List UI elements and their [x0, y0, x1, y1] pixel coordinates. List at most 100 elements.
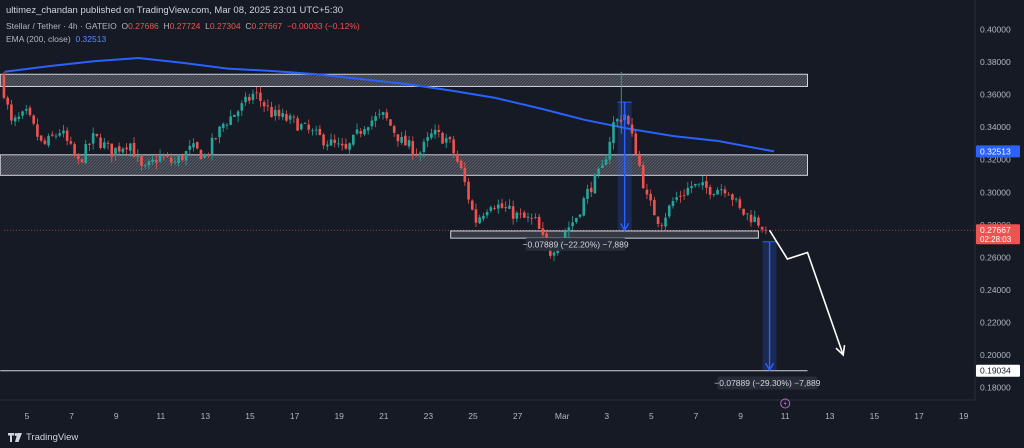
- candle-body[interactable]: [682, 195, 686, 197]
- candle-body[interactable]: [389, 119, 392, 126]
- candle-body[interactable]: [660, 224, 664, 226]
- candle-body[interactable]: [47, 135, 50, 146]
- candle-body[interactable]: [281, 113, 285, 117]
- candle-body[interactable]: [549, 246, 552, 256]
- candle-body[interactable]: [95, 133, 99, 136]
- candle-body[interactable]: [738, 199, 742, 208]
- candle-body[interactable]: [344, 143, 348, 149]
- candle-body[interactable]: [348, 143, 351, 150]
- candle-body[interactable]: [597, 168, 600, 175]
- candle-body[interactable]: [106, 143, 110, 144]
- candle-body[interactable]: [500, 203, 504, 208]
- candle-body[interactable]: [158, 155, 162, 162]
- candle-body[interactable]: [511, 206, 515, 219]
- candle-body[interactable]: [259, 92, 262, 101]
- candle-body[interactable]: [292, 116, 296, 118]
- candle-body[interactable]: [62, 130, 65, 134]
- legend-ema-label[interactable]: EMA (200, close): [6, 34, 71, 44]
- candle-body[interactable]: [225, 124, 229, 126]
- price-badge-target[interactable]: [976, 364, 1020, 377]
- candle-body[interactable]: [311, 130, 314, 132]
- tradingview-logo[interactable]: TradingView: [8, 432, 78, 443]
- candle-body[interactable]: [708, 187, 712, 195]
- candle-body[interactable]: [136, 155, 140, 157]
- candle-body[interactable]: [474, 209, 478, 223]
- candle-body[interactable]: [140, 155, 143, 166]
- candle-body[interactable]: [522, 212, 526, 218]
- candle-body[interactable]: [229, 116, 232, 125]
- candle-body[interactable]: [675, 197, 678, 200]
- candle-body[interactable]: [69, 141, 73, 144]
- candle-body[interactable]: [716, 189, 719, 195]
- candle-body[interactable]: [757, 217, 760, 226]
- candle-body[interactable]: [567, 227, 571, 232]
- candle-body[interactable]: [641, 165, 645, 189]
- ema-200-line[interactable]: [4, 56, 775, 153]
- candle-body[interactable]: [99, 137, 102, 148]
- candle-body[interactable]: [218, 126, 221, 138]
- candle-body[interactable]: [285, 114, 288, 121]
- candle-body[interactable]: [426, 137, 429, 141]
- candle-body[interactable]: [604, 159, 608, 165]
- candle-body[interactable]: [608, 141, 612, 160]
- candle-body[interactable]: [147, 161, 151, 166]
- candle-body[interactable]: [296, 118, 299, 131]
- candle-body[interactable]: [143, 165, 147, 167]
- candle-body[interactable]: [6, 97, 9, 105]
- candle-body[interactable]: [404, 135, 407, 146]
- zone-box-1[interactable]: [0, 73, 809, 87]
- candle-body[interactable]: [76, 153, 80, 160]
- candle-body[interactable]: [537, 216, 541, 229]
- candle-body[interactable]: [221, 123, 225, 128]
- candle-body[interactable]: [173, 161, 177, 163]
- candle-body[interactable]: [504, 207, 508, 209]
- candle-body[interactable]: [247, 97, 251, 101]
- candle-body[interactable]: [422, 141, 426, 153]
- candle-body[interactable]: [210, 137, 214, 156]
- candle-body[interactable]: [586, 188, 589, 199]
- candle-body[interactable]: [277, 109, 281, 117]
- candle-body[interactable]: [742, 208, 745, 215]
- zone-box-3[interactable]: [450, 230, 759, 239]
- candle-body[interactable]: [679, 195, 682, 197]
- candle-body[interactable]: [407, 140, 411, 147]
- candle-body[interactable]: [433, 129, 437, 135]
- candle-body[interactable]: [441, 132, 444, 144]
- candle-body[interactable]: [444, 138, 448, 143]
- candle-body[interactable]: [43, 140, 47, 144]
- candle-body[interactable]: [496, 204, 500, 209]
- candle-body[interactable]: [2, 73, 6, 98]
- candle-body[interactable]: [760, 227, 764, 230]
- event-bolt-icon[interactable]: [780, 398, 791, 409]
- candle-body[interactable]: [612, 122, 615, 143]
- candle-body[interactable]: [452, 139, 455, 154]
- candle-body[interactable]: [184, 151, 188, 161]
- candle-body[interactable]: [374, 116, 377, 121]
- candle-body[interactable]: [686, 187, 690, 195]
- candle-body[interactable]: [470, 200, 474, 210]
- legend-symbol[interactable]: Stellar / Tether · 4h · GATEIO: [6, 21, 117, 31]
- candle-body[interactable]: [656, 216, 660, 225]
- candle-body[interactable]: [649, 193, 652, 201]
- candle-body[interactable]: [58, 133, 62, 136]
- candle-body[interactable]: [28, 107, 32, 115]
- candle-body[interactable]: [437, 129, 441, 133]
- candle-body[interactable]: [727, 194, 731, 196]
- candle-body[interactable]: [129, 143, 132, 151]
- candle-body[interactable]: [251, 93, 255, 100]
- candle-body[interactable]: [456, 153, 459, 162]
- candle-body[interactable]: [125, 147, 128, 150]
- candle-body[interactable]: [467, 181, 470, 200]
- candle-body[interactable]: [80, 159, 84, 163]
- candle-body[interactable]: [601, 165, 604, 168]
- candle-body[interactable]: [575, 217, 578, 222]
- candle-body[interactable]: [734, 198, 738, 200]
- candle-body[interactable]: [91, 133, 95, 144]
- candle-body[interactable]: [17, 116, 21, 119]
- candle-body[interactable]: [489, 207, 493, 211]
- candle-body[interactable]: [582, 198, 586, 216]
- candle-body[interactable]: [21, 111, 24, 116]
- candle-body[interactable]: [50, 134, 54, 136]
- candle-body[interactable]: [117, 146, 121, 152]
- candle-body[interactable]: [299, 124, 303, 130]
